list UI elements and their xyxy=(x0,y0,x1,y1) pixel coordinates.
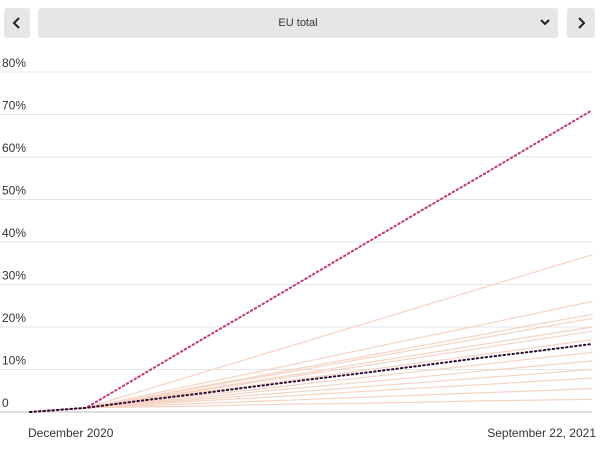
series-line xyxy=(29,300,593,413)
prev-icon xyxy=(12,17,20,29)
dropdown-icon xyxy=(540,19,550,26)
y-tick-label: 20% xyxy=(2,311,26,325)
dropdown[interactable] xyxy=(38,8,558,38)
y-tick-label: 50% xyxy=(2,184,26,198)
series-line xyxy=(29,254,593,413)
y-tick-label: 40% xyxy=(2,226,26,240)
y-tick-label: 10% xyxy=(2,354,26,368)
y-tick-label: 80% xyxy=(2,56,26,70)
series-line xyxy=(29,343,593,413)
y-tick-label: 30% xyxy=(2,269,26,283)
series-line xyxy=(29,109,593,413)
next-icon xyxy=(578,17,586,29)
x-tick-label: December 2020 xyxy=(28,426,114,440)
prev-button[interactable] xyxy=(4,8,30,38)
series-line xyxy=(29,377,593,413)
y-tick-label: 60% xyxy=(2,141,26,155)
dropdown-value: EU total xyxy=(278,17,317,29)
y-tick-label: 70% xyxy=(2,99,26,113)
y-tick-label: 0 xyxy=(2,396,9,410)
series-line xyxy=(29,388,593,413)
next-button[interactable] xyxy=(567,8,595,38)
series-line xyxy=(29,398,593,413)
series-line xyxy=(29,317,593,413)
x-tick-label: September 22, 2021 xyxy=(487,426,596,440)
series-line xyxy=(29,313,593,413)
